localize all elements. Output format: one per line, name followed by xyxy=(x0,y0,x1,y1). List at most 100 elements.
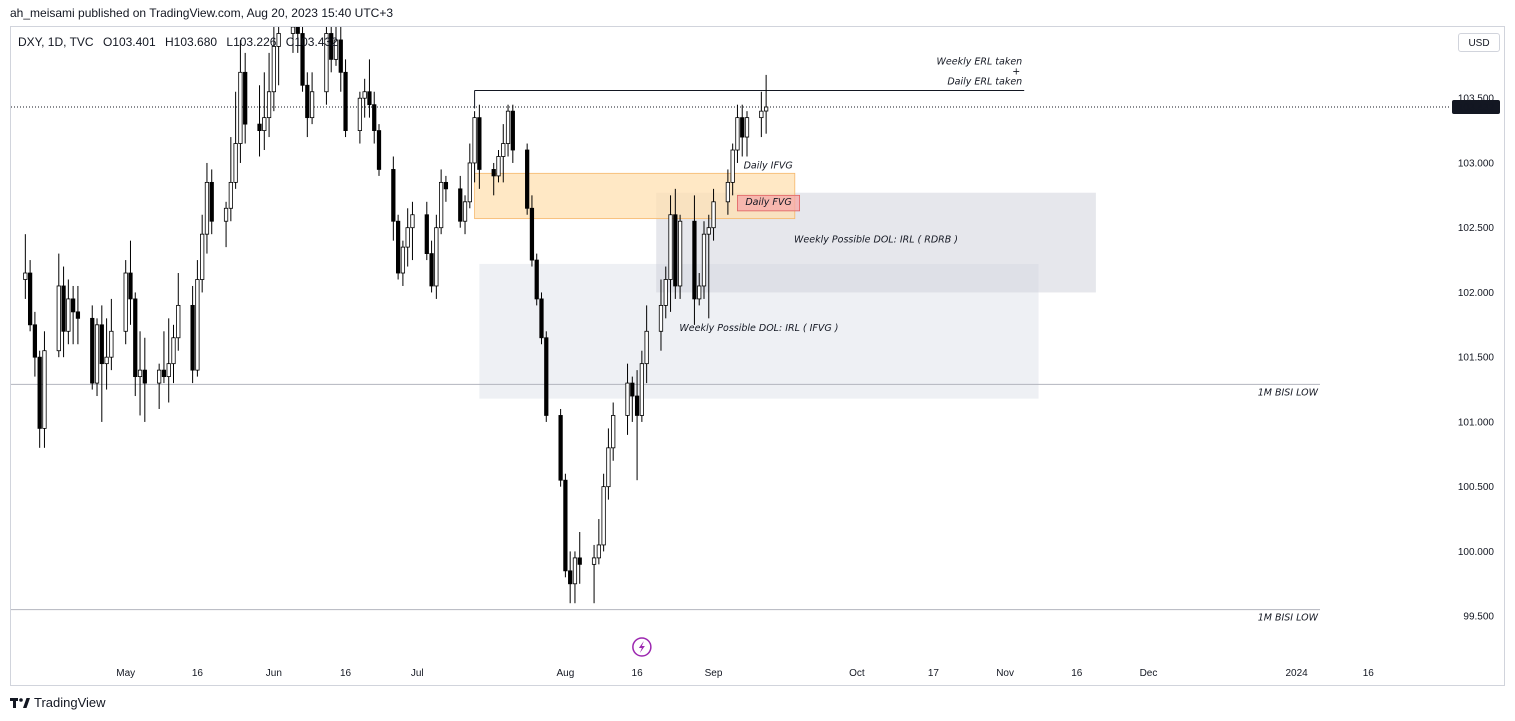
candle-body xyxy=(697,285,702,300)
x-tick-label: Oct xyxy=(849,668,865,679)
candle xyxy=(271,27,276,112)
candle-body xyxy=(467,162,472,203)
candle-body xyxy=(692,220,697,300)
candle xyxy=(596,519,601,565)
candle-body xyxy=(539,298,544,339)
candle xyxy=(443,175,449,202)
publish-header: ah_meisami published on TradingView.com,… xyxy=(10,6,394,20)
candle xyxy=(372,91,377,144)
event-icon-bolt xyxy=(638,641,645,653)
symbol-legend: DXY, 1D, TVC O103.401 H103.680 L103.226 … xyxy=(18,35,344,49)
candle xyxy=(157,363,162,409)
legend-symbol[interactable]: DXY, 1D, TVC xyxy=(18,35,94,49)
x-tick-label: Sep xyxy=(705,668,723,679)
candle-body xyxy=(329,33,334,60)
candle-body xyxy=(309,91,315,119)
candle-body xyxy=(735,117,740,151)
y-tick-label: 101.500 xyxy=(1458,353,1495,364)
candle-body xyxy=(233,143,238,183)
candle xyxy=(611,402,616,461)
candle xyxy=(395,214,401,280)
candle-body xyxy=(166,363,171,378)
tradingview-footer[interactable]: TradingView xyxy=(10,695,106,710)
candle xyxy=(204,162,210,254)
candle-body xyxy=(639,363,644,416)
x-tick-label: Dec xyxy=(1140,668,1158,679)
candle-body xyxy=(99,324,104,365)
candle xyxy=(529,195,535,267)
candle xyxy=(32,311,38,377)
candle xyxy=(439,169,444,235)
candle-body xyxy=(529,207,535,261)
candle xyxy=(558,408,563,487)
candle-body xyxy=(706,227,711,235)
candle xyxy=(572,551,578,604)
candle xyxy=(568,551,573,604)
candle xyxy=(357,91,363,144)
candle xyxy=(725,169,731,215)
candle-body xyxy=(591,557,597,565)
x-tick-label: 2024 xyxy=(1285,668,1308,679)
candle-body xyxy=(90,317,95,384)
candle xyxy=(42,331,47,448)
candle xyxy=(701,221,707,299)
legend-high: H103.680 xyxy=(165,35,218,49)
candle-body xyxy=(395,220,401,274)
candle xyxy=(534,253,539,306)
annotation-daily-erl: Daily ERL taken xyxy=(947,76,1022,87)
candle xyxy=(634,370,640,481)
candle xyxy=(66,279,71,345)
x-tick-label: Nov xyxy=(996,668,1014,679)
candle-body xyxy=(300,33,305,86)
candle xyxy=(472,111,477,183)
candle-body xyxy=(61,285,66,332)
candle xyxy=(61,266,66,358)
candle xyxy=(171,324,176,384)
candle xyxy=(376,124,382,176)
candle xyxy=(75,285,81,345)
candle-body xyxy=(262,117,267,131)
x-tick-label: Jun xyxy=(266,668,282,679)
zone-daily-fvg xyxy=(737,194,800,212)
candle-body xyxy=(204,181,210,235)
candle-body xyxy=(601,486,606,546)
candle-body xyxy=(305,84,310,119)
candle xyxy=(563,473,568,578)
annotation-daily-ifvg: Daily IFVG xyxy=(744,160,793,171)
candle-body xyxy=(740,117,745,138)
candle-body xyxy=(271,46,276,93)
candle-body xyxy=(372,104,377,131)
lightning-icon[interactable] xyxy=(632,637,652,657)
x-tick-label: 16 xyxy=(1363,668,1375,679)
candle xyxy=(429,240,434,293)
candle xyxy=(467,143,472,209)
candle xyxy=(668,195,673,312)
candle xyxy=(692,195,697,325)
candle-body xyxy=(333,39,339,60)
candle-body xyxy=(367,91,372,106)
candle-body xyxy=(104,356,109,365)
candle xyxy=(400,240,406,286)
candle-body xyxy=(157,369,162,384)
candle-body xyxy=(725,181,731,203)
candle-body xyxy=(544,337,549,416)
candle xyxy=(663,266,668,319)
candle-body xyxy=(357,97,363,131)
candle-body xyxy=(266,91,272,119)
currency-button[interactable]: USD xyxy=(1458,33,1500,52)
candle-body xyxy=(37,356,42,429)
candle-body xyxy=(161,369,167,378)
candle xyxy=(477,104,482,189)
x-tick-label: 16 xyxy=(632,668,644,679)
candle-body xyxy=(673,214,678,287)
candle xyxy=(176,273,181,351)
y-tick-label: 102.500 xyxy=(1458,223,1495,234)
candle xyxy=(200,214,205,293)
x-tick-label: Aug xyxy=(556,668,574,679)
candle-body xyxy=(568,570,573,585)
candle xyxy=(243,52,248,144)
candle-body xyxy=(443,181,449,190)
candle-body xyxy=(625,382,630,416)
candle-body xyxy=(668,214,673,280)
